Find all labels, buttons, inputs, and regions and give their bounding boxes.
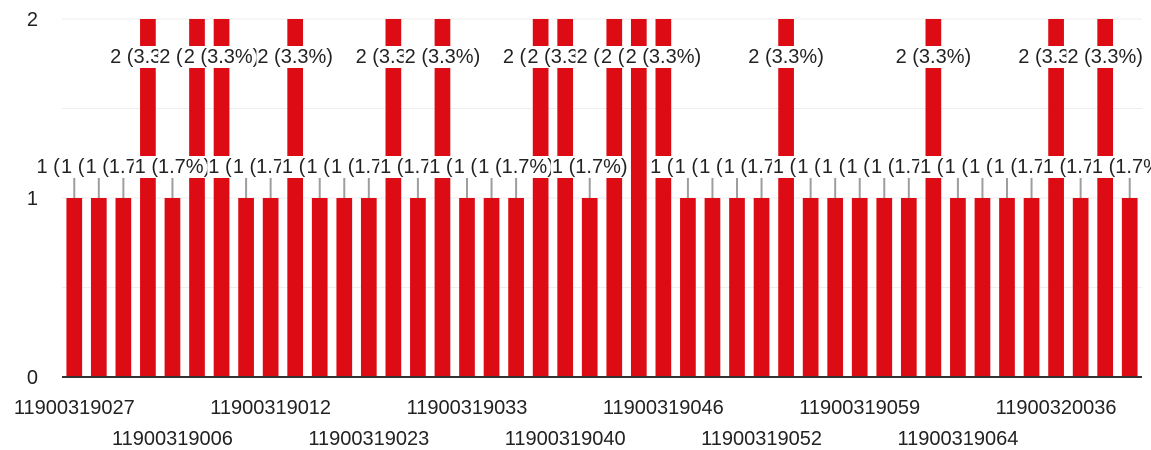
data-label: 2 (3.3%) <box>405 46 481 68</box>
data-label-background <box>747 46 825 68</box>
bar <box>655 19 672 377</box>
data-label: 1 (1.7%) <box>1092 156 1151 178</box>
bar <box>851 198 868 377</box>
bar <box>532 19 549 377</box>
bar <box>336 198 353 377</box>
bar <box>360 198 377 377</box>
data-label-background <box>1090 156 1151 178</box>
bar <box>827 198 844 377</box>
bar <box>876 198 893 377</box>
bar <box>729 198 745 377</box>
bar <box>1048 19 1064 377</box>
x-tick-label: 11900320036 <box>996 397 1117 419</box>
bar <box>1072 198 1089 377</box>
y-tick-label: 1 <box>27 188 38 210</box>
bar <box>606 19 623 377</box>
bar <box>311 198 328 377</box>
x-tick-label: 11900319059 <box>799 397 920 419</box>
bar <box>704 198 721 377</box>
data-labels: 1 (1.7%)1 (1.7%)1 (1.7%)2 (3.3%)1 (1.7%)… <box>35 46 1151 198</box>
bar <box>90 198 107 377</box>
bar <box>434 19 451 377</box>
bar <box>238 198 254 377</box>
bar <box>385 19 402 377</box>
bar <box>753 198 770 377</box>
bar <box>999 198 1015 377</box>
bars <box>66 19 1138 377</box>
x-tick-label: 11900319046 <box>603 397 724 419</box>
data-label-background <box>256 46 334 68</box>
x-tick-label: 11900319023 <box>308 428 429 450</box>
bar <box>189 19 205 377</box>
bar <box>950 198 966 377</box>
bar <box>1023 198 1040 377</box>
bar <box>164 198 181 377</box>
x-tick-label: 11900319064 <box>897 428 1018 450</box>
data-label: 1 (1.7%) <box>135 156 211 178</box>
data-label: 2 (3.3%) <box>748 46 824 68</box>
bar <box>925 19 942 377</box>
x-tick-label: 11900319012 <box>210 397 331 419</box>
bar <box>900 198 917 377</box>
y-tick-label: 0 <box>27 367 38 389</box>
bar <box>213 19 230 377</box>
data-label-background <box>403 46 482 68</box>
data-label-background <box>477 156 555 178</box>
data-label-background <box>550 156 629 178</box>
x-tick-label: 11900319040 <box>505 428 626 450</box>
bar <box>483 198 500 377</box>
bar <box>508 198 524 377</box>
y-tick-label: 2 <box>27 9 38 31</box>
data-label: 2 (3.3%) <box>1067 46 1143 68</box>
data-label-background <box>133 156 212 178</box>
data-label-background <box>894 46 973 68</box>
y-axis-ticks: 0 1 2 <box>27 9 38 389</box>
bar <box>680 198 696 377</box>
data-label-background <box>182 46 261 68</box>
data-label: 2 (3.3%) <box>896 46 972 68</box>
bar <box>262 198 279 377</box>
bar <box>630 19 647 377</box>
bar <box>1121 198 1138 377</box>
bar <box>66 198 83 377</box>
data-label: 2 (3.3%) <box>626 46 702 68</box>
bar <box>140 19 156 377</box>
data-label: 1 (1.7%) <box>478 156 554 178</box>
x-tick-label: 11900319033 <box>407 397 528 419</box>
bar <box>410 198 426 377</box>
bar <box>1097 19 1114 377</box>
bar <box>115 198 132 377</box>
data-label: 2 (3.3%) <box>257 46 333 68</box>
x-axis-ticks: 11900319027 11900319006 11900319012 1190031… <box>14 397 1117 450</box>
x-tick-label: 11900319006 <box>112 428 233 450</box>
bar <box>581 198 598 377</box>
x-tick-label: 11900319052 <box>701 428 822 450</box>
data-label: 1 (1.7%) <box>552 156 628 178</box>
bar <box>557 19 574 377</box>
bar <box>459 198 475 377</box>
data-label: 2 (3.3%) <box>184 46 260 68</box>
bar <box>287 19 304 377</box>
bar <box>778 19 794 377</box>
bar <box>974 198 991 377</box>
x-tick-label: 11900319027 <box>14 397 135 419</box>
data-label-background <box>624 46 703 68</box>
data-label-background <box>1066 46 1144 68</box>
bar <box>802 198 819 377</box>
